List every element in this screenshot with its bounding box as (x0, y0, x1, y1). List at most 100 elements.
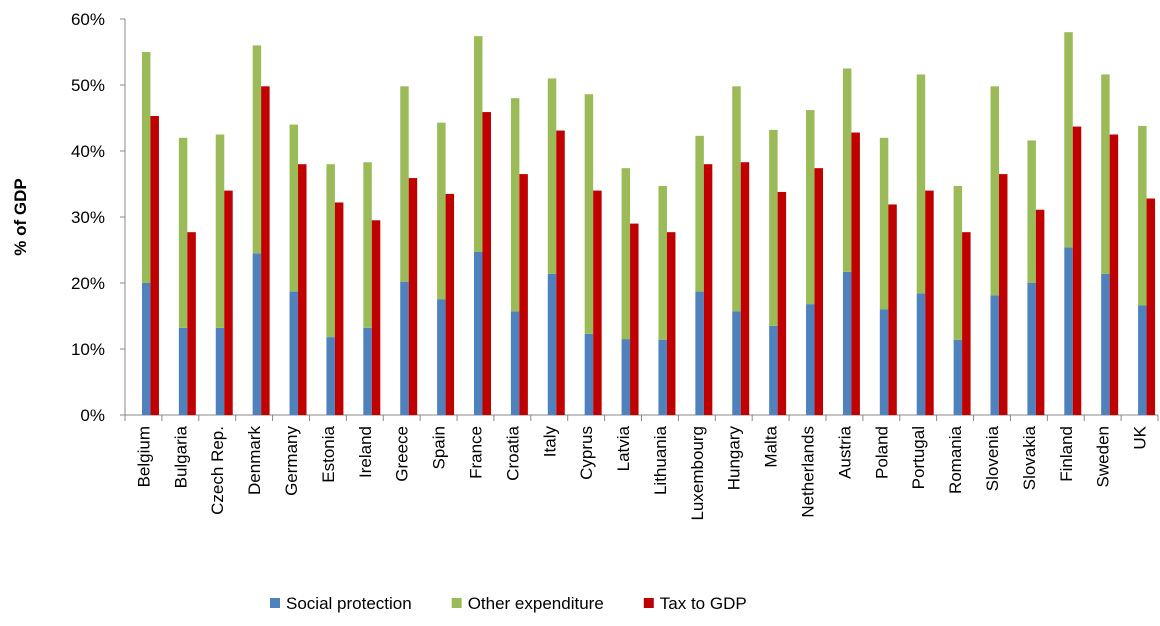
bar (326, 337, 335, 415)
bar (1027, 283, 1036, 415)
x-tick-label: Bulgaria (171, 425, 190, 488)
bar (510, 311, 520, 415)
bar (658, 339, 667, 415)
x-tick-label: Slovakia (1020, 425, 1039, 490)
x-tick-label: Estonia (319, 425, 338, 482)
bar (141, 52, 151, 283)
x-tick-label: Luxembourg (688, 426, 707, 521)
bar (371, 220, 381, 415)
y-tick-label: 20% (71, 274, 105, 293)
bar (289, 291, 299, 415)
bar (261, 86, 270, 415)
bar (777, 191, 787, 415)
bar (769, 325, 778, 415)
bar (740, 162, 750, 415)
bar (141, 283, 151, 415)
x-tick-label: Romania (946, 425, 965, 494)
bar (695, 291, 704, 415)
bar (732, 86, 741, 312)
x-tick-label: Latvia (614, 425, 633, 471)
bar (400, 281, 409, 415)
bar (593, 190, 602, 415)
bar (584, 333, 594, 415)
x-tick-label: UK (1131, 425, 1150, 449)
y-tick-label: 40% (71, 142, 105, 161)
bar (703, 164, 713, 415)
y-tick-label: 10% (71, 340, 105, 359)
bar (1072, 126, 1082, 415)
bar (298, 164, 307, 415)
bar (1109, 134, 1119, 415)
bar (962, 232, 971, 415)
bar (252, 253, 262, 415)
bar (806, 304, 815, 415)
bar (215, 327, 225, 415)
bar (289, 124, 299, 292)
bar (879, 137, 889, 310)
bar (437, 122, 446, 300)
bar (953, 185, 963, 340)
bar (556, 130, 565, 416)
x-tick-label: Portugal (909, 426, 928, 489)
bar (879, 309, 889, 415)
bar (519, 174, 528, 415)
x-tick-label: Denmark (245, 426, 264, 495)
bar (666, 232, 676, 415)
x-tick-label: Netherlands (799, 426, 818, 518)
bar (658, 185, 667, 340)
bar (547, 78, 557, 274)
x-tick-label: Greece (393, 426, 412, 482)
bar (1138, 125, 1147, 306)
bar (252, 45, 262, 254)
bar (178, 137, 188, 328)
bar (851, 132, 860, 415)
bar (732, 311, 741, 415)
bar (806, 110, 815, 305)
x-tick-label: Lithuania (651, 425, 670, 495)
bar (1064, 247, 1073, 415)
bar (326, 164, 335, 338)
bar (437, 299, 446, 415)
x-tick-label: Malta (762, 425, 781, 467)
bar (1146, 198, 1156, 415)
bar (842, 68, 852, 272)
x-tick-label: Finland (1057, 426, 1076, 482)
x-tick-label: Italy (540, 426, 559, 458)
legend-swatch (451, 598, 462, 608)
x-tick-label: Croatia (503, 425, 522, 480)
y-tick-label: 50% (71, 76, 105, 95)
x-tick-label: Slovenia (983, 425, 1002, 491)
bar (224, 190, 233, 415)
bar (584, 94, 594, 334)
bar (916, 293, 926, 415)
bar (1138, 305, 1147, 415)
x-tick-label: Austria (835, 425, 854, 478)
bar (888, 204, 897, 415)
x-tick-label: Czech Rep. (208, 426, 227, 515)
bar (1064, 32, 1073, 248)
x-tick-label: France (466, 426, 485, 479)
legend-swatch (270, 598, 280, 608)
bar (990, 295, 999, 415)
bar (363, 162, 372, 328)
x-tick-label: Germany (282, 426, 301, 496)
bar (150, 116, 159, 416)
bar (482, 112, 491, 415)
bar (842, 271, 852, 415)
bar (408, 178, 418, 415)
bar (400, 86, 409, 282)
bar (916, 74, 926, 294)
bar (187, 232, 196, 415)
bar (363, 327, 372, 415)
bar (334, 202, 344, 415)
bar (547, 273, 557, 415)
bar (1101, 74, 1110, 274)
bar (621, 339, 631, 415)
bar (998, 174, 1008, 415)
y-tick-label: 30% (71, 208, 105, 227)
bar (621, 168, 631, 340)
x-tick-label: Hungary (725, 426, 744, 491)
x-tick-label: Poland (872, 426, 891, 479)
bar (215, 134, 225, 328)
